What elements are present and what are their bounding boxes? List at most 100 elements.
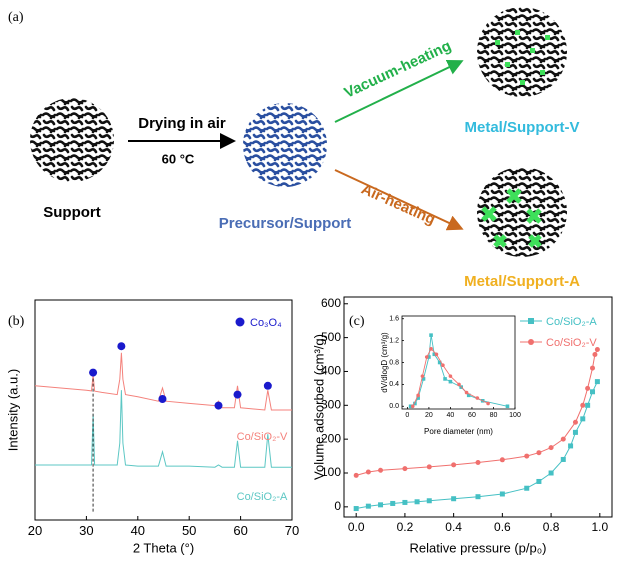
data-point	[524, 453, 530, 459]
y-tick-label: 200	[321, 431, 341, 445]
data-point	[416, 396, 420, 400]
data-point	[475, 396, 480, 400]
data-point	[408, 404, 413, 409]
data-point	[420, 374, 425, 378]
plot-frame	[34, 299, 293, 521]
series-line	[35, 390, 292, 468]
data-point	[429, 347, 433, 351]
legend-marker	[528, 339, 534, 345]
data-point	[585, 402, 591, 408]
air-label: Air-heating	[359, 181, 438, 229]
data-point	[590, 365, 596, 371]
y-tick-label: 1.6	[389, 316, 399, 323]
series-line	[412, 348, 489, 407]
data-point	[402, 466, 408, 472]
y-tick-label: 400	[321, 364, 341, 378]
data-point	[524, 485, 530, 491]
data-point	[560, 436, 566, 442]
data-point	[580, 416, 586, 422]
data-point	[416, 393, 420, 398]
data-point	[365, 503, 371, 509]
data-point	[413, 401, 417, 406]
data-point	[572, 419, 578, 425]
data-point	[443, 377, 447, 381]
x-tick-label: 0.0	[348, 520, 365, 534]
plot-frame	[343, 296, 613, 518]
data-point	[464, 390, 469, 395]
data-point	[451, 496, 457, 502]
y-tick-label: 0	[334, 499, 341, 513]
y-axis-label: Volume adsorbed (cm³/g)	[311, 334, 326, 480]
data-point	[536, 450, 542, 456]
data-point	[414, 499, 420, 505]
series-line	[356, 349, 598, 476]
y-tick-label: 600	[321, 296, 341, 310]
data-point	[466, 393, 471, 398]
support-particle	[30, 98, 114, 182]
series-label: Co/SiO₂-V	[237, 431, 288, 443]
data-point	[594, 379, 600, 385]
legend-label: Co₃O₄	[250, 317, 282, 329]
x-tick-label: 0.4	[445, 520, 462, 534]
data-point	[353, 472, 359, 478]
inset-background	[402, 316, 515, 409]
data-point	[402, 499, 408, 505]
data-point	[378, 502, 384, 508]
data-point	[580, 402, 586, 408]
data-point	[365, 469, 371, 475]
data-point	[548, 470, 554, 476]
data-point	[499, 491, 505, 497]
panel-label: (c)	[349, 314, 365, 329]
peak-marker	[214, 401, 223, 410]
metal-a-particle	[477, 167, 567, 257]
data-point	[448, 379, 453, 384]
y-axis-label: dV/dlogD (cm³/g)	[380, 332, 389, 393]
x-axis-label: Relative pressure (p/p₀)	[410, 540, 547, 555]
legend-label: Co/SiO₂-V	[546, 337, 597, 349]
data-point	[585, 385, 591, 391]
precursor-label: Precursor/Support	[219, 215, 352, 232]
x-tick-label: 60	[468, 412, 476, 419]
x-tick-label: 40	[131, 523, 145, 538]
y-tick-label: 1.2	[389, 337, 399, 344]
x-tick-label: 30	[79, 523, 93, 538]
x-tick-label: 40	[447, 412, 455, 419]
data-point	[410, 404, 415, 409]
data-point	[536, 478, 542, 484]
data-point	[457, 382, 461, 387]
x-tick-label: 60	[233, 523, 247, 538]
y-tick-label: 100	[321, 465, 341, 479]
x-axis-label: Pore diameter (nm)	[424, 427, 493, 436]
x-tick-label: 80	[490, 412, 498, 419]
support-label: Support	[43, 204, 101, 221]
precursor-particle	[243, 103, 327, 187]
data-point	[475, 460, 481, 466]
x-tick-label: 50	[182, 523, 196, 538]
y-tick-label: 0.4	[389, 381, 399, 388]
data-point	[426, 498, 432, 504]
legend-marker	[235, 317, 245, 327]
arrow	[334, 59, 464, 123]
data-point	[594, 346, 600, 352]
data-point	[475, 494, 481, 500]
data-point	[592, 352, 598, 358]
data-point	[378, 467, 384, 473]
data-point	[451, 462, 457, 468]
data-point	[486, 401, 490, 406]
data-point	[499, 457, 505, 463]
data-point	[548, 445, 554, 451]
panel-label: (b)	[8, 314, 25, 329]
x-tick-label: 0.2	[397, 520, 414, 534]
data-point	[572, 429, 578, 435]
y-tick-label: 300	[321, 397, 341, 411]
y-tick-label: 0.0	[389, 403, 399, 410]
y-axis-label: Intensity (a.u.)	[5, 369, 20, 451]
metal-v-particle	[477, 7, 567, 97]
data-point	[390, 500, 396, 506]
data-point	[421, 377, 426, 381]
y-tick-label: 0.8	[389, 359, 399, 366]
x-tick-label: 0	[405, 412, 409, 419]
x-tick-label: 20	[28, 523, 42, 538]
data-point	[429, 333, 433, 337]
